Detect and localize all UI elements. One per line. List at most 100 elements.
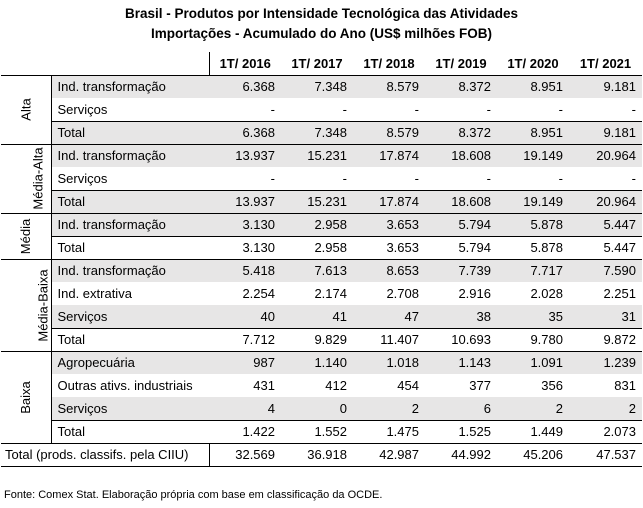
table-title: Brasil - Produtos por Intensidade Tecnol… (124, 6, 519, 21)
cell-value: 2.073 (569, 419, 642, 444)
cell-value: 20.964 (569, 144, 642, 167)
cell-value: 1.449 (497, 419, 569, 444)
cell-value: 6.368 (209, 120, 281, 145)
cell-value: 7.739 (425, 259, 497, 282)
table-row: Média-Baixa Ind. transformação 5.418 7.613 8… (1, 259, 642, 352)
cell-value: 17.874 (353, 189, 425, 214)
cell-value: 5.878 (497, 213, 569, 236)
cell-value: - (486, 170, 491, 186)
row-label: Ind. transformação (51, 259, 209, 282)
grand-total-row: Total (prods. classifs. pela CIIU) 32.56… (1, 442, 642, 467)
cell-value: 8.951 (497, 75, 569, 98)
header-blank (1, 52, 210, 76)
column-header: 1T/ 2016 (209, 52, 281, 76)
cell-value: 1.091 (497, 351, 569, 374)
column-header: 1T/ 2020 (497, 52, 569, 76)
cell-value: 47 (353, 305, 425, 328)
cell-value: 2.028 (530, 286, 563, 301)
cell-value: 10.693 (425, 327, 497, 352)
cell-value: 3.653 (353, 213, 425, 236)
row-label: Serviços (57, 170, 108, 186)
column-header: 1T/ 2017 (281, 52, 353, 76)
table-row: Média-Alta Ind. transformação 13.937 15.231… (1, 144, 642, 214)
cell-value: 15.231 (281, 189, 353, 214)
group-label-text: Média (18, 218, 34, 254)
grand-total-value: 36.918 (281, 442, 353, 467)
cell-value: 3.130 (209, 235, 281, 260)
group-total-row: Total 7.712 9.829 11.407 10.693 9.780 9.872 (1, 327, 642, 352)
table-row: Serviços - - - - - - (1, 167, 642, 190)
cell-value: 6 (425, 397, 497, 420)
header-row: 1T/ 2016 1T/ 2017 1T/ 2018 1T/ 2019 1T/ … (1, 52, 642, 76)
table-subtitle: Importações - Acumulado do Ano (US$ milh… (150, 26, 493, 41)
group-label: Média-Baixa (1, 259, 52, 352)
cell-value: 5.794 (425, 235, 497, 260)
cell-value: 1.475 (353, 419, 425, 444)
cell-value: 7.613 (281, 259, 353, 282)
cell-value: 9.780 (497, 327, 569, 352)
group-label: Alta (1, 75, 52, 145)
cell-value: 987 (209, 351, 281, 374)
row-label: Ind. transformação (51, 144, 209, 167)
cell-value: - (631, 170, 636, 186)
cell-value: 41 (281, 305, 353, 328)
row-label: Total (51, 235, 209, 260)
group-total-row: Total 1.422 1.552 1.475 1.525 1.449 2.073 (1, 419, 642, 444)
row-label: Total (51, 120, 209, 145)
cell-value: 1.140 (281, 351, 353, 374)
cell-value: 5.878 (497, 235, 569, 260)
cell-value: 2.958 (281, 235, 353, 260)
cell-value: 7.712 (209, 327, 281, 352)
cell-value: 2 (497, 397, 569, 420)
group-label-text: Baixa (18, 380, 34, 414)
cell-value: - (486, 101, 491, 117)
grand-total-label: Total (prods. classifs. pela CIIU) (1, 442, 210, 467)
cell-value: 2.254 (242, 286, 275, 301)
cell-value: 8.372 (425, 120, 497, 145)
cell-value: 2 (353, 397, 425, 420)
row-label: Ind. extrativa (57, 286, 132, 301)
row-label: Ind. transformação (51, 75, 209, 98)
grand-total-value: 44.992 (425, 442, 497, 467)
table-row: Alta Ind. transformação 6.368 7.348 8.579 8.3… (1, 75, 642, 145)
table-row: Serviços 4 0 2 6 2 2 (1, 397, 642, 420)
table-row: Serviços - - - - - - (1, 98, 642, 121)
cell-value: 38 (425, 305, 497, 328)
cell-value: 13.937 (209, 189, 281, 214)
row-label: Outras ativs. industriais (57, 378, 193, 393)
cell-value: 8.653 (353, 259, 425, 282)
grand-total-value: 45.206 (497, 442, 569, 467)
table-row: Ind. extrativa 2.254 2.174 2.708 2.916 2.028 2… (1, 282, 642, 305)
cell-value: 1.525 (425, 419, 497, 444)
cell-value: 31 (569, 305, 642, 328)
cell-value: 1.552 (281, 419, 353, 444)
cell-value: 3.130 (209, 213, 281, 236)
column-header: 1T/ 2021 (569, 52, 642, 76)
cell-value: 19.149 (497, 144, 569, 167)
cell-value: 5.418 (209, 259, 281, 282)
cell-value: 0 (281, 397, 353, 420)
cell-value: 9.181 (569, 75, 642, 98)
cell-value: 7.348 (281, 120, 353, 145)
cell-value: 5.794 (425, 213, 497, 236)
row-label: Serviços (51, 397, 209, 420)
cell-value: 412 (325, 378, 347, 393)
cell-value: 6.368 (209, 75, 281, 98)
table-row: Baixa Agropecuária 987 1.140 1.018 1.143 1.091… (1, 351, 642, 444)
cell-value: 20.964 (569, 189, 642, 214)
cell-value: 7.348 (281, 75, 353, 98)
row-label: Total (51, 189, 209, 214)
cell-value: 431 (253, 378, 275, 393)
cell-value: 2.251 (603, 286, 636, 301)
grand-total-value: 32.569 (209, 442, 281, 467)
grand-total-value: 42.987 (353, 442, 425, 467)
group-label-text: Média-Alta (30, 147, 46, 210)
cell-value: 40 (209, 305, 281, 328)
cell-value: 377 (469, 378, 491, 393)
group-label-text: Alta (18, 98, 34, 121)
cell-value: - (342, 101, 347, 117)
cell-value: 454 (397, 378, 419, 393)
cell-value: 2.708 (386, 286, 419, 301)
cell-value: 1.422 (209, 419, 281, 444)
cell-value: 356 (541, 378, 563, 393)
